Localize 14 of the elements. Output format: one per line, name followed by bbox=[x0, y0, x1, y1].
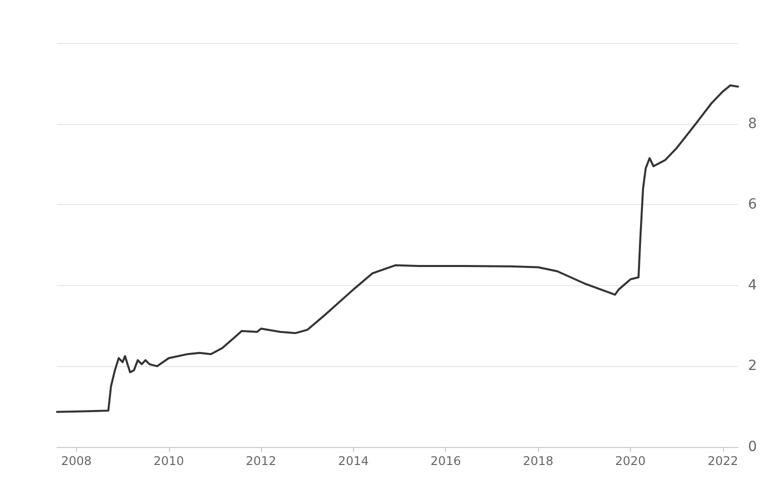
x-tick-label: 2018 bbox=[522, 454, 554, 468]
x-tick-label: 2022 bbox=[708, 454, 738, 468]
y-tick-label: 0 bbox=[748, 439, 757, 455]
x-tick-label: 2020 bbox=[615, 454, 646, 468]
x-tick-label: 2014 bbox=[338, 454, 369, 468]
y-tick-label: 8 bbox=[748, 116, 757, 132]
x-tick-label: 2012 bbox=[246, 454, 276, 468]
line-series bbox=[56, 84, 739, 413]
x-tick-label: 2016 bbox=[430, 454, 461, 468]
x-tick-label: 2010 bbox=[153, 454, 184, 468]
x-tick-label: 2008 bbox=[61, 454, 92, 468]
y-tick-label: 4 bbox=[748, 277, 757, 294]
y-tick-label: 2 bbox=[748, 358, 757, 374]
y-tick-label: 6 bbox=[748, 196, 757, 213]
